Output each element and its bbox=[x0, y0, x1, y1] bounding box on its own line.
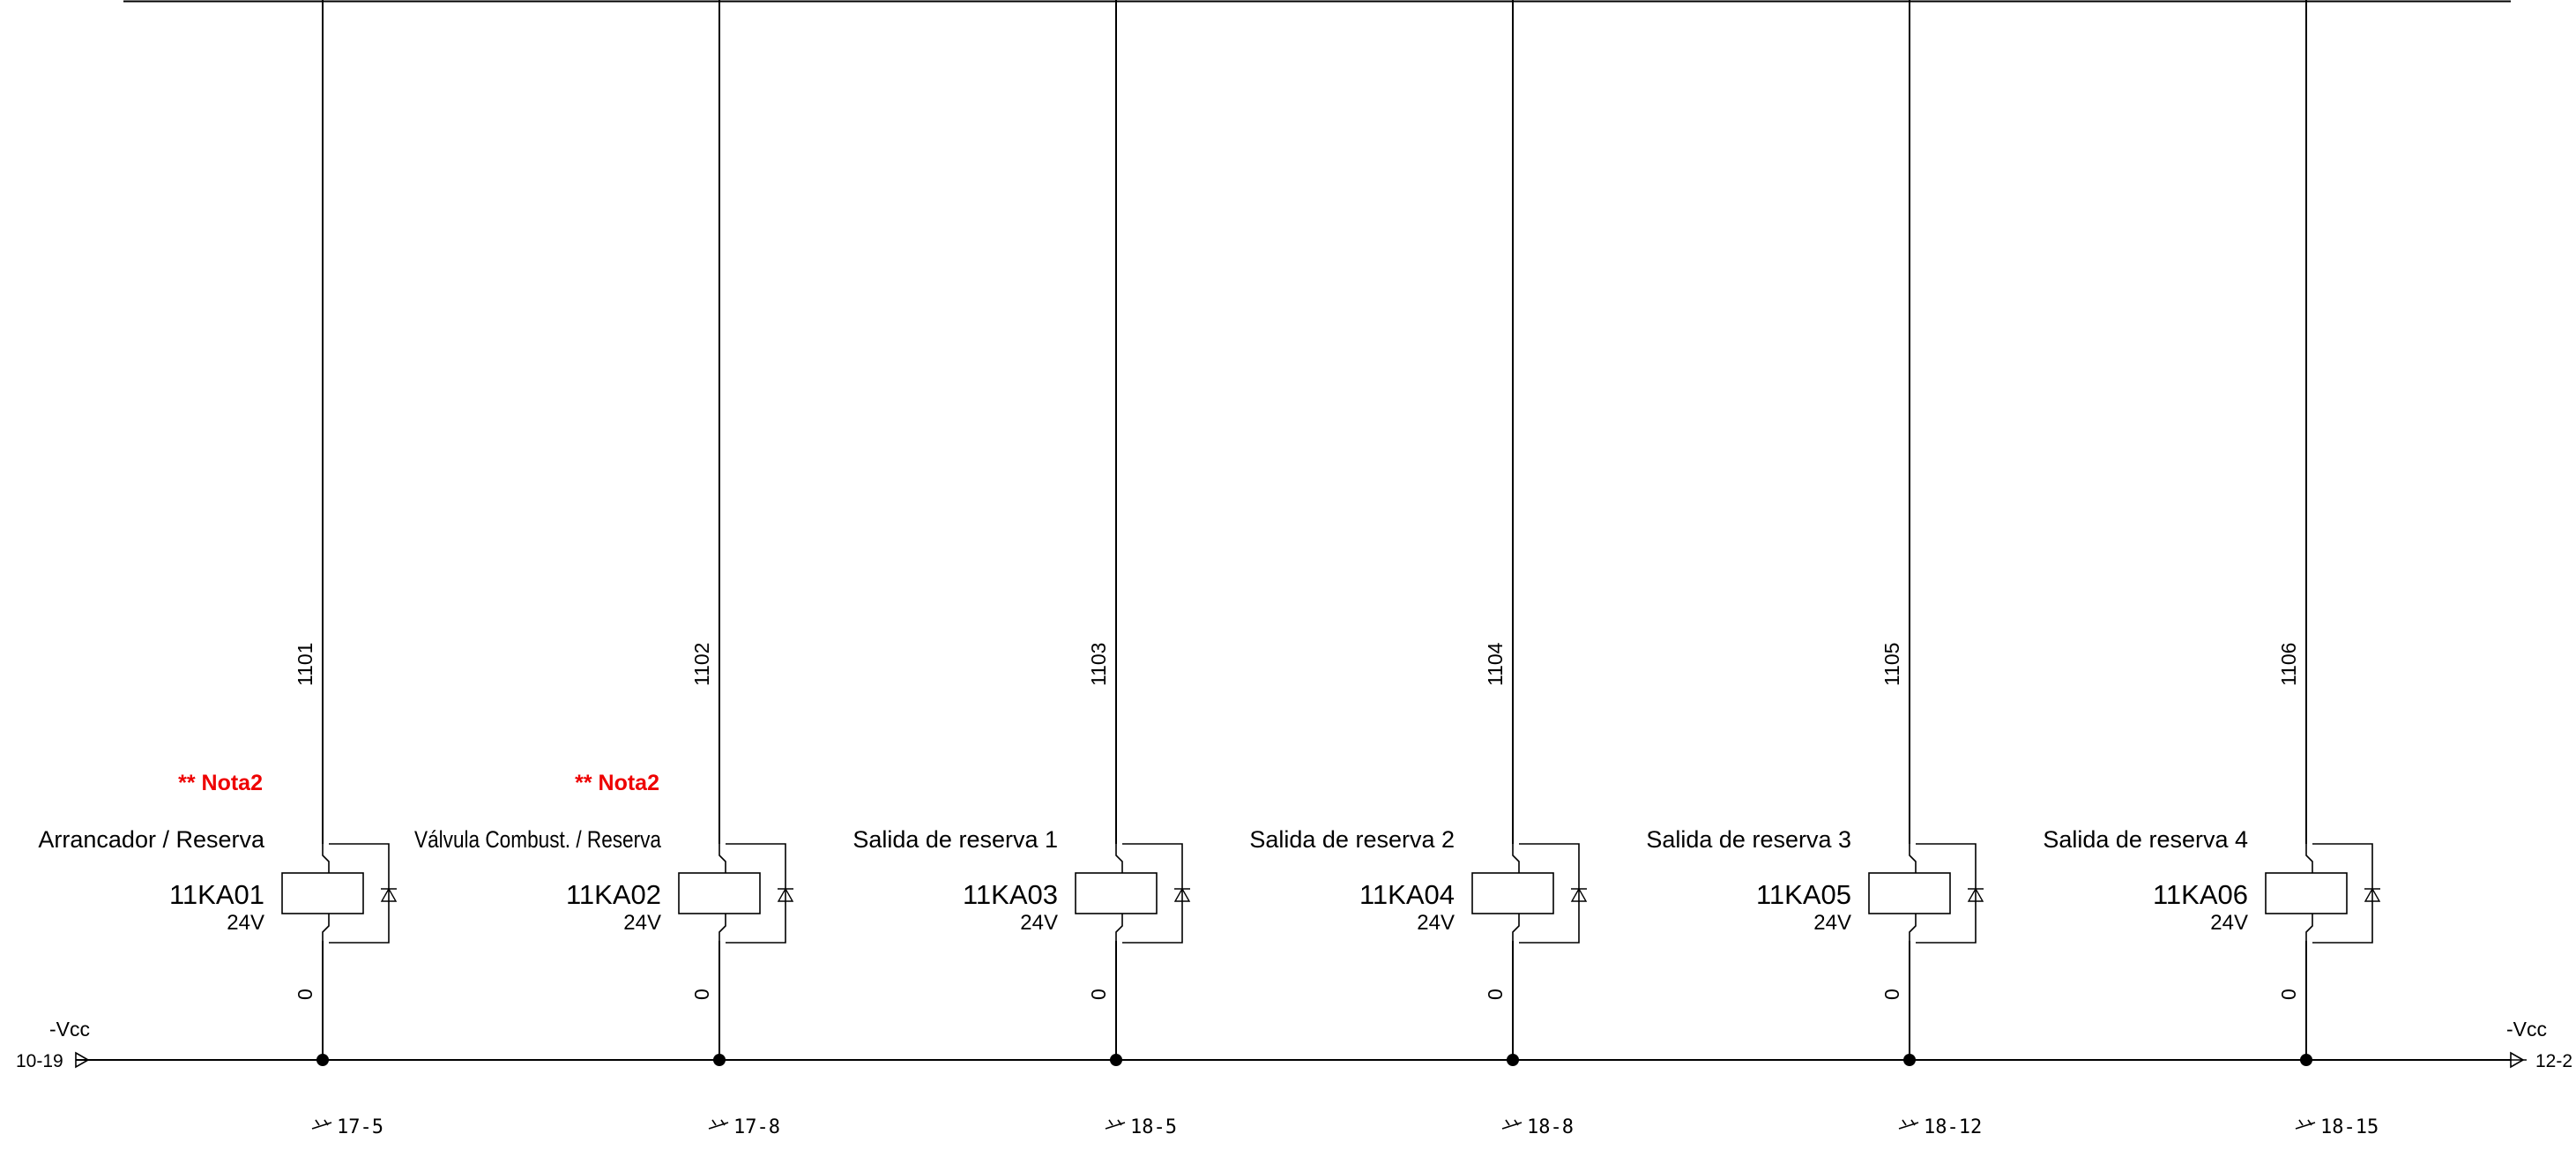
contact-ref-icon bbox=[2295, 1119, 2316, 1130]
wire-number: 1106 bbox=[2277, 643, 2300, 686]
relay-description: Salida de reserva 1 bbox=[852, 826, 1058, 853]
flyback-diode-icon bbox=[1173, 887, 1191, 902]
relay-tag: 11KA06 bbox=[2153, 879, 2248, 910]
return-wire-number: 0 bbox=[2277, 989, 2300, 1000]
coil-terminal-a2 bbox=[322, 914, 330, 943]
coil-terminal-a1 bbox=[1909, 842, 1917, 873]
wire-number: 1105 bbox=[1880, 643, 1903, 686]
coil-terminal-a2 bbox=[2305, 914, 2313, 943]
coil-terminal-a2 bbox=[718, 914, 726, 943]
return-wire-number: 0 bbox=[1880, 989, 1903, 1000]
coil-terminal-a1 bbox=[322, 842, 330, 873]
junction-dot-icon bbox=[316, 1054, 329, 1066]
diode-loop bbox=[1519, 843, 1580, 944]
diode-loop bbox=[726, 843, 786, 944]
contact-cross-reference: 18-15 bbox=[2320, 1116, 2379, 1138]
relay-tag: 11KA03 bbox=[963, 879, 1058, 910]
relay-voltage: 24V bbox=[1020, 911, 1058, 935]
left-offpage-connector-icon bbox=[75, 1051, 90, 1069]
junction-dot-icon bbox=[1507, 1054, 1519, 1066]
coil-terminal-a2 bbox=[1512, 914, 1520, 943]
return-wire-number: 0 bbox=[294, 989, 316, 1000]
coil-terminal-a2 bbox=[1909, 914, 1917, 943]
relay-voltage: 24V bbox=[2210, 911, 2248, 935]
junction-dot-icon bbox=[1110, 1054, 1122, 1066]
contact-cross-reference: 17-5 bbox=[337, 1116, 383, 1138]
flyback-diode-icon bbox=[2364, 887, 2381, 902]
relay-tag: 11KA04 bbox=[1359, 879, 1455, 910]
flyback-diode-icon bbox=[1967, 887, 1984, 902]
note-label: ** Nota2 bbox=[178, 771, 263, 795]
relay-description: Válvula Combust. / Reserva bbox=[414, 826, 662, 853]
contact-cross-reference: 17-8 bbox=[733, 1116, 780, 1138]
wire-number: 1103 bbox=[1087, 643, 1110, 686]
return-wire-number: 0 bbox=[1484, 989, 1507, 1000]
right-vcc-label: -Vcc bbox=[2506, 1018, 2547, 1041]
relay-description: Arrancador / Reserva bbox=[38, 826, 265, 853]
return-wire-number: 0 bbox=[690, 989, 713, 1000]
relay-coil-icon bbox=[678, 872, 761, 914]
relay-tag: 11KA05 bbox=[1756, 879, 1851, 910]
diode-loop bbox=[1916, 843, 1977, 944]
left-page-ref: 10-19 bbox=[16, 1051, 63, 1071]
relay-voltage: 24V bbox=[1813, 911, 1851, 935]
wire-number: 1101 bbox=[294, 643, 316, 686]
relay-coil-icon bbox=[281, 872, 364, 914]
relay-voltage: 24V bbox=[623, 911, 661, 935]
contact-cross-reference: 18-8 bbox=[1527, 1116, 1574, 1138]
diode-loop bbox=[2312, 843, 2373, 944]
relay-coil-icon bbox=[1868, 872, 1951, 914]
relay-voltage: 24V bbox=[1417, 911, 1455, 935]
left-vcc-label: -Vcc bbox=[49, 1018, 90, 1041]
relay-voltage: 24V bbox=[227, 911, 264, 935]
relay-circuit-1: 1101 0 ** Nota2 Arrancador / Reserva 11KA012… bbox=[38, 0, 398, 1138]
relay-description: Salida de reserva 4 bbox=[2043, 826, 2248, 853]
flyback-diode-icon bbox=[777, 887, 794, 902]
diode-loop bbox=[1122, 843, 1183, 944]
contact-ref-icon bbox=[1501, 1119, 1523, 1130]
coil-terminal-a1 bbox=[1512, 842, 1520, 873]
relay-coil-icon bbox=[1075, 872, 1158, 914]
contact-ref-icon bbox=[1105, 1119, 1126, 1130]
relay-description: Salida de reserva 2 bbox=[1249, 826, 1455, 853]
contact-ref-icon bbox=[708, 1119, 729, 1130]
relay-tag: 11KA01 bbox=[169, 879, 264, 910]
flyback-diode-icon bbox=[1570, 887, 1588, 902]
relay-coil-icon bbox=[2265, 872, 2348, 914]
diode-loop bbox=[329, 843, 390, 944]
junction-dot-icon bbox=[1903, 1054, 1916, 1066]
relay-description: Salida de reserva 3 bbox=[1646, 826, 1851, 853]
note-label: ** Nota2 bbox=[575, 771, 659, 795]
contact-cross-reference: 18-5 bbox=[1130, 1116, 1177, 1138]
coil-terminal-a1 bbox=[2305, 842, 2313, 873]
return-wire-number: 0 bbox=[1087, 989, 1110, 1000]
contact-cross-reference: 18-12 bbox=[1924, 1116, 1982, 1138]
junction-dot-icon bbox=[2300, 1054, 2312, 1066]
flyback-diode-icon bbox=[380, 887, 398, 902]
junction-dot-icon bbox=[713, 1054, 726, 1066]
right-page-ref: 12-2 bbox=[2535, 1051, 2572, 1071]
contact-ref-icon bbox=[1898, 1119, 1919, 1130]
wire-number: 1104 bbox=[1484, 642, 1507, 686]
contact-ref-icon bbox=[311, 1119, 332, 1130]
coil-terminal-a2 bbox=[1115, 914, 1123, 943]
relay-coil-icon bbox=[1471, 872, 1554, 914]
coil-terminal-a1 bbox=[718, 842, 726, 873]
wire-number: 1102 bbox=[690, 643, 713, 686]
coil-terminal-a1 bbox=[1115, 842, 1123, 873]
relay-circuit-2: 1102 0 ** Nota2 Válvula Combust. / Reserva 1… bbox=[414, 0, 794, 1138]
relay-tag: 11KA02 bbox=[566, 879, 661, 910]
